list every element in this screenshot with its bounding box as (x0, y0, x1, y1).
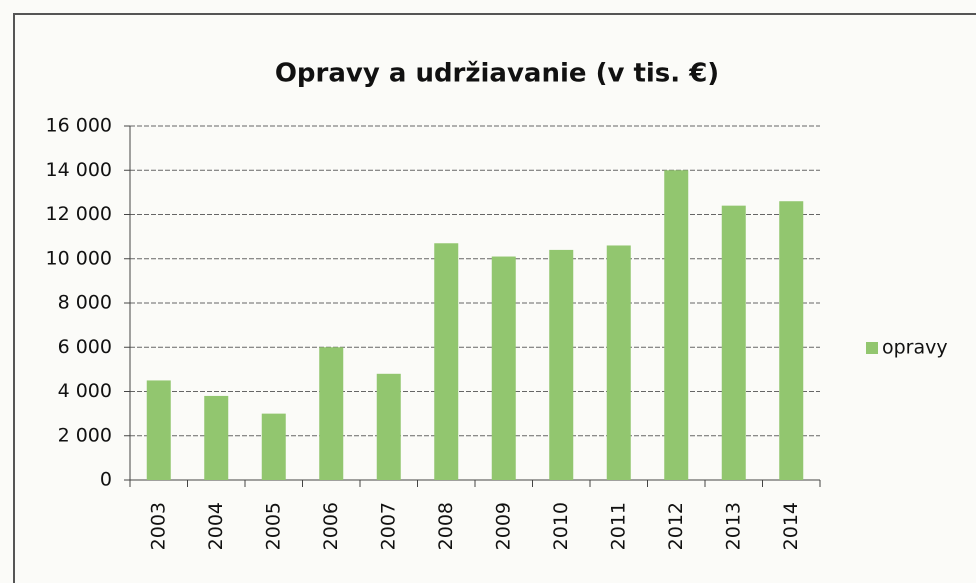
bar (779, 201, 804, 480)
x-tick-label: 2006 (320, 502, 342, 550)
bar (434, 243, 459, 480)
bar (664, 170, 689, 480)
y-tick-label: 10 000 (46, 247, 112, 269)
x-tick-label: 2009 (492, 502, 514, 550)
legend-label: opravy (882, 337, 948, 359)
x-tick-label: 2010 (550, 502, 572, 550)
chart-frame (13, 13, 976, 583)
bar (261, 413, 286, 480)
y-tick-label: 6 000 (58, 336, 112, 358)
x-tick-label: 2008 (435, 502, 457, 550)
bar (204, 395, 229, 480)
y-tick-label: 2 000 (58, 424, 112, 446)
x-tick-label: 2004 (205, 502, 227, 550)
legend-swatch (866, 342, 878, 354)
bar (491, 256, 516, 480)
bar (146, 380, 171, 480)
x-tick-label: 2014 (780, 502, 802, 550)
y-tick-label: 8 000 (58, 292, 112, 314)
y-tick-label: 0 (100, 469, 112, 491)
bar (721, 205, 746, 480)
x-tick-label: 2011 (607, 502, 629, 550)
x-tick-label: 2007 (377, 502, 399, 550)
bar (319, 347, 344, 480)
x-tick-label: 2005 (262, 502, 284, 550)
bar (606, 245, 631, 480)
x-tick-label: 2012 (665, 502, 687, 550)
y-tick-label: 14 000 (46, 159, 112, 181)
x-tick-label: 2003 (147, 502, 169, 550)
x-tick-label: 2013 (722, 502, 744, 550)
bar (376, 373, 401, 480)
bar (549, 249, 574, 480)
chart-title: Opravy a udržiavanie (v tis. €) (275, 59, 719, 89)
y-tick-label: 12 000 (46, 203, 112, 225)
y-tick-label: 16 000 (46, 115, 112, 137)
y-tick-label: 4 000 (58, 380, 112, 402)
